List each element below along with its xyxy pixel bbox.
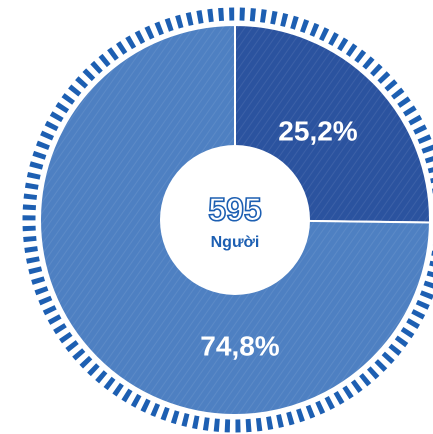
value-label: 74,8% bbox=[200, 330, 279, 361]
dashed-ring bbox=[22, 7, 433, 433]
value-label: 25,2% bbox=[278, 115, 357, 146]
center-label: Người bbox=[211, 234, 260, 251]
donut-hole bbox=[160, 145, 310, 295]
center-value: 595 bbox=[208, 191, 261, 227]
